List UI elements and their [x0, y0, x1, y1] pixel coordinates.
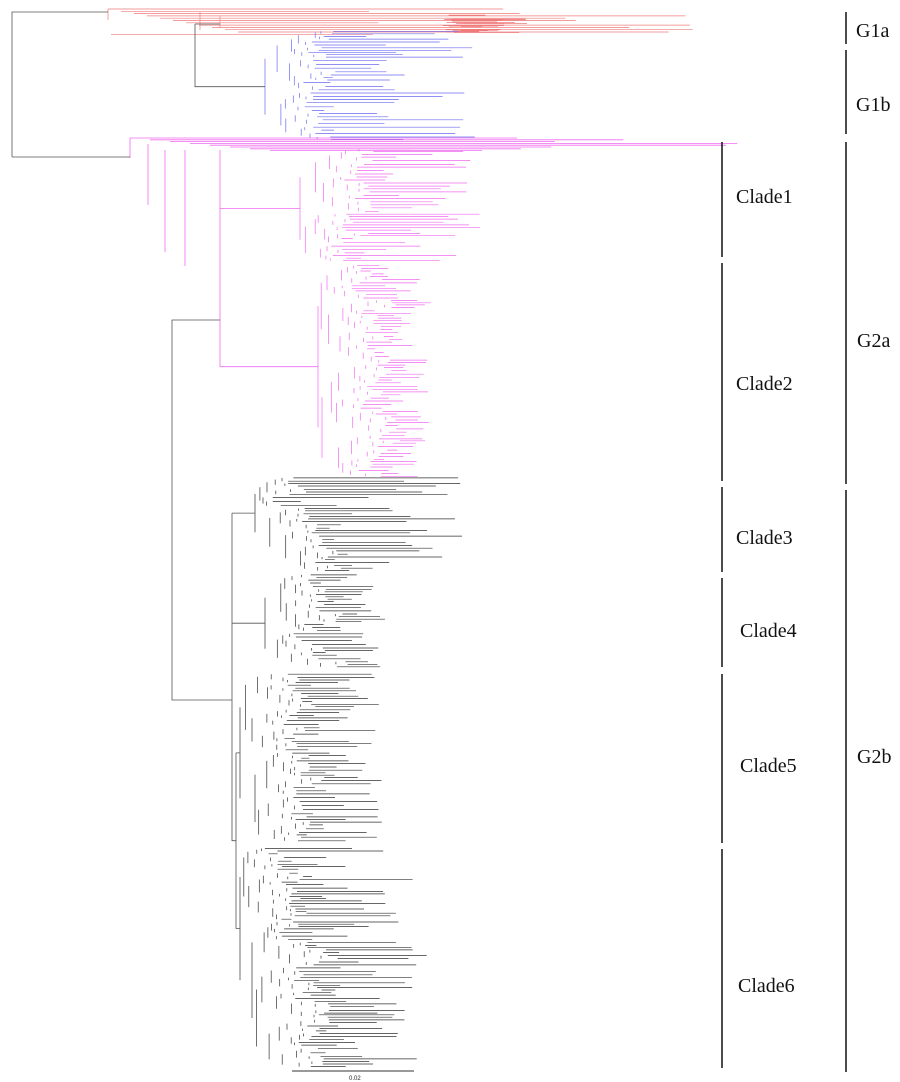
g1b-branches [264, 30, 475, 140]
g2a-backbone [129, 137, 738, 368]
clade1-label: Clade1 [736, 186, 793, 208]
g1a-label: G1a [856, 20, 889, 42]
clade5-branches [239, 673, 382, 842]
clade6-label: Clade6 [738, 975, 795, 997]
tree-backbone [11, 11, 265, 929]
clade5-label: Clade5 [740, 755, 797, 777]
clade3-branches [254, 477, 462, 571]
clade6-branches [239, 848, 427, 1067]
g1b-label: G1b [856, 94, 890, 116]
g2a-label: G2a [857, 330, 890, 352]
tree-branches [11, 8, 738, 1067]
clade1-branches [299, 148, 480, 262]
clade4-label: Clade4 [740, 620, 797, 642]
clade2-branches [317, 265, 431, 477]
g1a-branches [107, 8, 693, 35]
clade4-branches [264, 574, 385, 668]
clade2-label: Clade2 [736, 373, 793, 395]
g2b-label: G2b [857, 746, 891, 768]
scale-bar-label: 0.02 [349, 1076, 361, 1082]
clade3-label: Clade3 [736, 527, 793, 549]
scale-bar: 0.02 [292, 1070, 414, 1082]
